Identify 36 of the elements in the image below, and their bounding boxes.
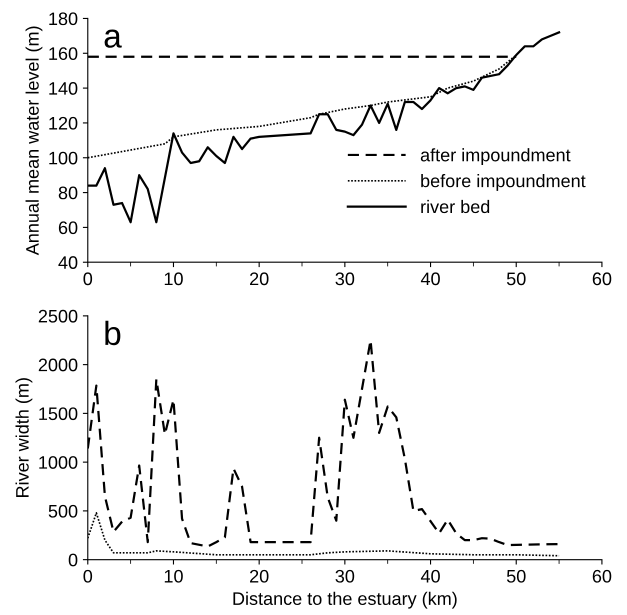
x-tick-label: 50 <box>506 570 526 583</box>
x-tick-label: 60 <box>592 570 612 583</box>
legend-label: river bed <box>421 200 490 214</box>
x-tick-label: 60 <box>592 272 612 286</box>
x-tick-label: 50 <box>506 272 526 286</box>
x-tick-label: 10 <box>164 570 183 583</box>
x-tick-label: 40 <box>420 570 440 583</box>
y-tick-label: 140 <box>49 82 78 95</box>
chart-title: b <box>105 320 120 346</box>
chart-title: a <box>104 30 122 48</box>
y-tick-label: 2000 <box>38 358 78 372</box>
x-tick-label: 0 <box>83 570 92 583</box>
y-tick-label: 100 <box>49 152 78 164</box>
y-axis-title: Annual mean water level (m) <box>26 26 42 256</box>
y-tick-label: 1000 <box>39 456 78 469</box>
x-tick-label: 0 <box>83 272 92 286</box>
x-tick-label: 30 <box>336 570 354 583</box>
y-tick-label: 0 <box>68 554 78 566</box>
y-tick-label: 180 <box>49 12 78 26</box>
x-tick-label: 30 <box>336 272 354 286</box>
x-axis-title: Distance to the estuary (km) <box>233 592 457 609</box>
y-tick-label: 60 <box>58 221 78 234</box>
legend-label: after impoundment <box>420 148 570 166</box>
x-tick-label: 20 <box>250 272 268 286</box>
y-tick-label: 80 <box>58 186 78 200</box>
y-axis-title: River width (m) <box>16 378 32 497</box>
y-tick-label: 160 <box>49 47 78 60</box>
y-tick-label: 40 <box>58 256 78 269</box>
x-tick-label: 20 <box>250 570 268 583</box>
y-tick-label: 2500 <box>38 310 78 323</box>
legend-label: before impoundment <box>421 174 586 191</box>
y-tick-label: 1500 <box>39 407 78 420</box>
y-tick-label: 120 <box>49 116 78 130</box>
y-tick-label: 500 <box>48 504 78 518</box>
x-tick-label: 40 <box>420 272 440 286</box>
x-tick-label: 10 <box>164 272 183 286</box>
